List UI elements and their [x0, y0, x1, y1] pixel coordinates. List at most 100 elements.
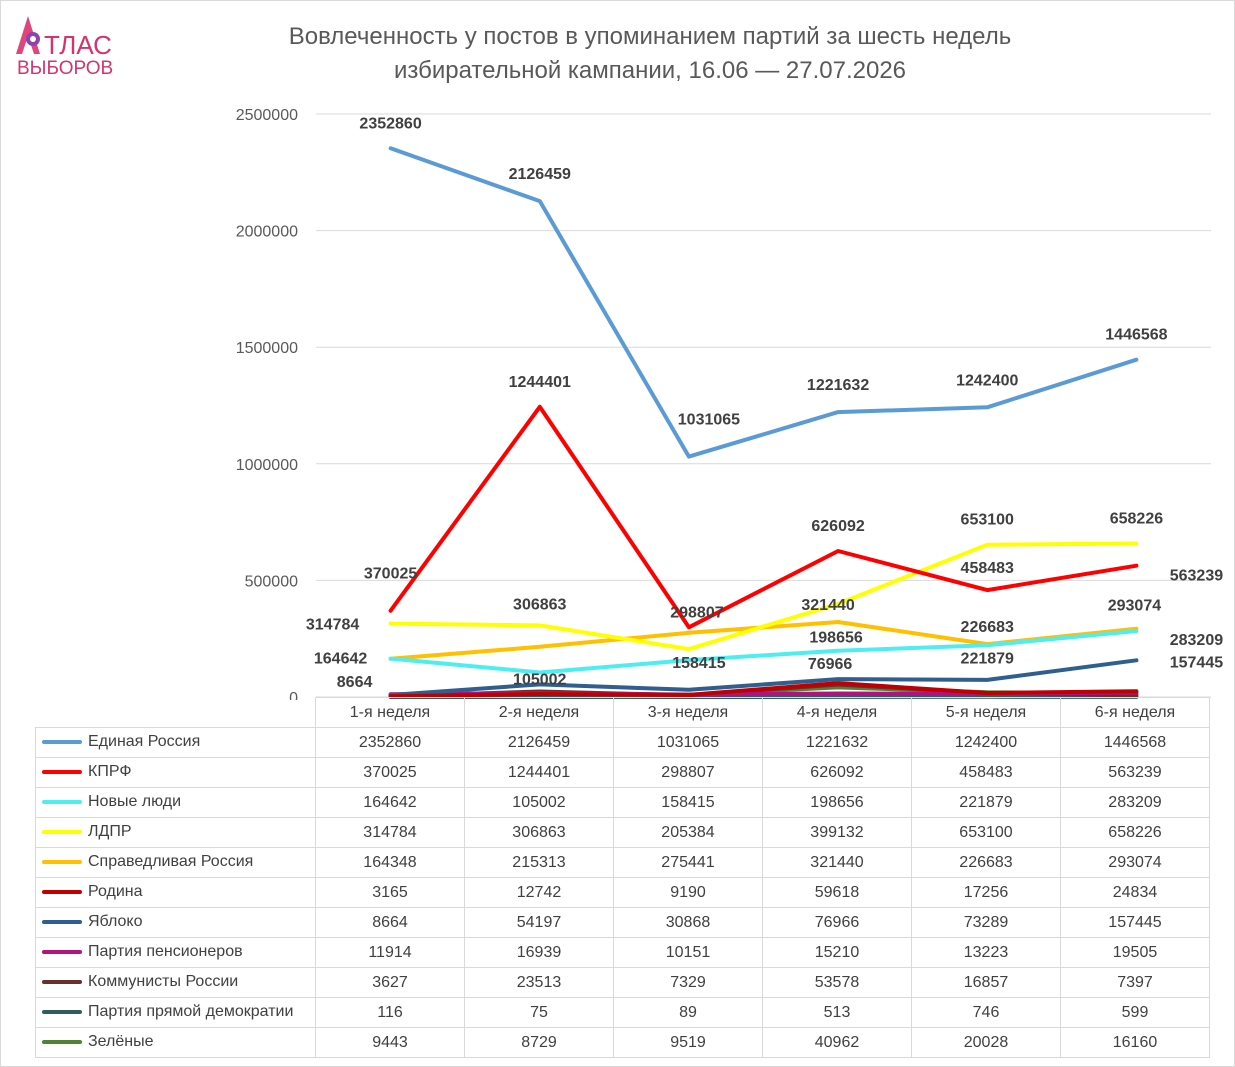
- table-cell: 215313: [464, 847, 614, 878]
- legend-entry: Яблоко: [35, 907, 316, 938]
- table-cell: 16857: [911, 967, 1061, 998]
- table-cell: 458483: [911, 757, 1061, 788]
- table-row: Единая Россия 2352860 2126459 1031065 122163…: [35, 727, 1210, 758]
- data-label: 626092: [811, 518, 864, 535]
- data-label: 653100: [961, 512, 1014, 529]
- table-cell: 3627: [315, 967, 465, 998]
- table-row: Справедливая Россия 164348 215313 275441 321…: [35, 847, 1210, 878]
- table-cell: 105002: [464, 787, 614, 818]
- table-row: ЛДПР 314784 306863 205384 399132 653100 658226: [35, 817, 1210, 848]
- table-cell: 13223: [911, 937, 1061, 968]
- series-line: [388, 658, 1139, 697]
- table-cell: 205384: [613, 817, 763, 848]
- legend-key-icon: [42, 860, 82, 865]
- legend-entry: Справедливая Россия: [35, 847, 316, 878]
- legend-entry: Новые люди: [35, 787, 316, 818]
- table-cell: 59618: [762, 877, 912, 908]
- table-cell: 12742: [464, 877, 614, 908]
- x-tick-label: 6-я неделя: [1060, 697, 1210, 728]
- y-tick-label: 2000000: [236, 224, 298, 241]
- table-cell: 626092: [762, 757, 912, 788]
- legend-key-icon: [42, 890, 82, 895]
- data-label: 1221632: [807, 377, 869, 394]
- table-cell: 8664: [315, 907, 465, 938]
- table-cell: 298807: [613, 757, 763, 788]
- y-tick-label: 500000: [245, 573, 298, 590]
- table-cell: 164642: [315, 787, 465, 818]
- table-cell: 7329: [613, 967, 763, 998]
- legend-entry: Единая Россия: [35, 727, 316, 758]
- x-tick-label: 4-я неделя: [762, 697, 912, 728]
- table-cell: 73289: [911, 907, 1061, 938]
- legend-key-icon: [42, 830, 82, 835]
- y-tick-label: 1000000: [236, 457, 298, 474]
- data-label: 321440: [801, 597, 854, 614]
- table-cell: 221879: [911, 787, 1061, 818]
- data-label: 8664: [337, 674, 373, 691]
- table-cell: 10151: [613, 937, 763, 968]
- table-cell: 1446568: [1060, 727, 1210, 758]
- legend-label: Партия прямой демократии: [88, 1003, 294, 1021]
- legend-label: Новые люди: [88, 793, 182, 811]
- table-cell: 321440: [762, 847, 912, 878]
- table-cell: 24834: [1060, 877, 1210, 908]
- y-tick-label: 1500000: [236, 340, 298, 357]
- table-cell: 30868: [613, 907, 763, 938]
- series-line: [388, 629, 1139, 675]
- table-cell: 1242400: [911, 727, 1061, 758]
- x-tick-label: 3-я неделя: [613, 697, 763, 728]
- table-cell: 1031065: [613, 727, 763, 758]
- table-cell: 370025: [315, 757, 465, 788]
- table-cell: 40962: [762, 1027, 912, 1058]
- legend-label: Яблоко: [88, 913, 143, 931]
- legend-entry: Партия пенсионеров: [35, 937, 316, 968]
- chart-title: Вовлеченность у постов в упоминанием пар…: [200, 20, 1100, 88]
- table-row: КПРФ 370025 1244401 298807 626092 458483 56323…: [35, 757, 1210, 788]
- series-line: [388, 541, 1139, 652]
- data-label: 370025: [364, 566, 417, 583]
- table-cell: 226683: [911, 847, 1061, 878]
- legend-key-icon: [42, 770, 82, 775]
- legend-key-icon: [42, 980, 82, 985]
- legend-key-icon: [42, 1010, 82, 1015]
- series-line: [388, 404, 1139, 630]
- data-label: 1244401: [509, 374, 571, 391]
- legend-entry: Зелёные: [35, 1027, 316, 1058]
- table-cell: 3165: [315, 877, 465, 908]
- table-cell: 116: [315, 997, 465, 1028]
- table-cell: 9443: [315, 1027, 465, 1058]
- x-tick-label: 2-я неделя: [464, 697, 614, 728]
- table-cell: 1221632: [762, 727, 912, 758]
- table-cell: 563239: [1060, 757, 1210, 788]
- legend-entry: КПРФ: [35, 757, 316, 788]
- table-header-row: 1-я неделя 2-я неделя 3-я неделя 4-я неделя…: [35, 697, 1210, 728]
- legend-entry: ЛДПР: [35, 817, 316, 848]
- table-row: Яблоко 8664 54197 30868 76966 73289 157445: [35, 907, 1210, 938]
- legend-key-icon: [42, 950, 82, 955]
- table-cell: 1244401: [464, 757, 614, 788]
- table-cell: 293074: [1060, 847, 1210, 878]
- y-tick-label: 2500000: [236, 107, 298, 124]
- legend-label: ЛДПР: [88, 823, 132, 841]
- table-cell: 75: [464, 997, 614, 1028]
- table-cell: 16939: [464, 937, 614, 968]
- table-row: Партия прямой демократии 116 75 89 513 746 599: [35, 997, 1210, 1028]
- table-corner: [35, 697, 316, 728]
- data-label: 314784: [306, 617, 359, 634]
- legend-label: Партия пенсионеров: [88, 943, 243, 961]
- data-label: 306863: [513, 596, 566, 613]
- data-label: 2352860: [359, 115, 421, 132]
- data-label: 221879: [961, 650, 1014, 667]
- data-label: 2126459: [509, 166, 571, 183]
- legend-entry: Партия прямой демократии: [35, 997, 316, 1028]
- legend-label: Коммунисты России: [88, 973, 239, 991]
- data-label: 1031065: [678, 412, 740, 429]
- data-label: 298807: [670, 604, 723, 621]
- data-label: 563239: [1170, 568, 1223, 585]
- data-label: 458483: [961, 560, 1014, 577]
- line-chart: 0 500000 1000000 1500000 2000000 2500000 23528…: [236, 107, 1224, 700]
- table-cell: 89: [613, 997, 763, 1028]
- table-cell: 54197: [464, 907, 614, 938]
- table-cell: 198656: [762, 787, 912, 818]
- series-line: [388, 681, 1139, 699]
